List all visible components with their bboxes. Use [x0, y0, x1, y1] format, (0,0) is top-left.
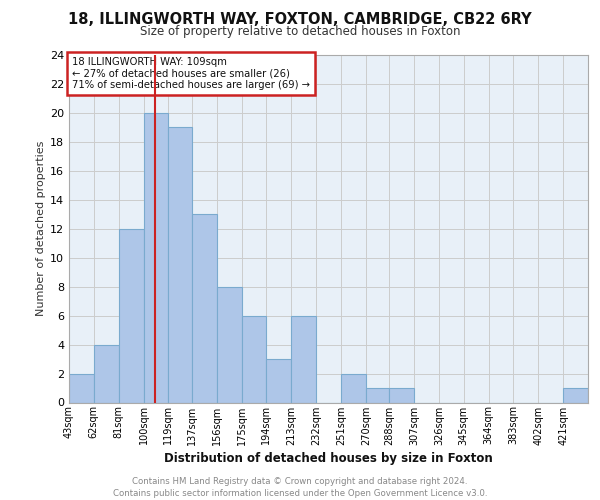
Text: Size of property relative to detached houses in Foxton: Size of property relative to detached ho…	[140, 25, 460, 38]
Bar	[242, 316, 266, 402]
Text: Contains HM Land Registry data © Crown copyright and database right 2024.
Contai: Contains HM Land Registry data © Crown c…	[113, 476, 487, 498]
Bar	[291, 316, 316, 402]
Bar	[143, 113, 169, 403]
Bar	[341, 374, 366, 402]
Bar	[563, 388, 588, 402]
Bar	[389, 388, 414, 402]
Bar	[94, 344, 119, 403]
Bar	[119, 229, 143, 402]
Text: 18 ILLINGWORTH WAY: 109sqm
← 27% of detached houses are smaller (26)
71% of semi: 18 ILLINGWORTH WAY: 109sqm ← 27% of deta…	[71, 56, 310, 90]
Bar	[217, 286, 242, 403]
Text: 18, ILLINGWORTH WAY, FOXTON, CAMBRIDGE, CB22 6RY: 18, ILLINGWORTH WAY, FOXTON, CAMBRIDGE, …	[68, 12, 532, 28]
Bar	[192, 214, 217, 402]
Bar	[266, 359, 291, 403]
Y-axis label: Number of detached properties: Number of detached properties	[36, 141, 46, 316]
Bar	[69, 374, 94, 402]
Bar	[366, 388, 389, 402]
X-axis label: Distribution of detached houses by size in Foxton: Distribution of detached houses by size …	[164, 452, 493, 464]
Bar	[169, 128, 192, 402]
